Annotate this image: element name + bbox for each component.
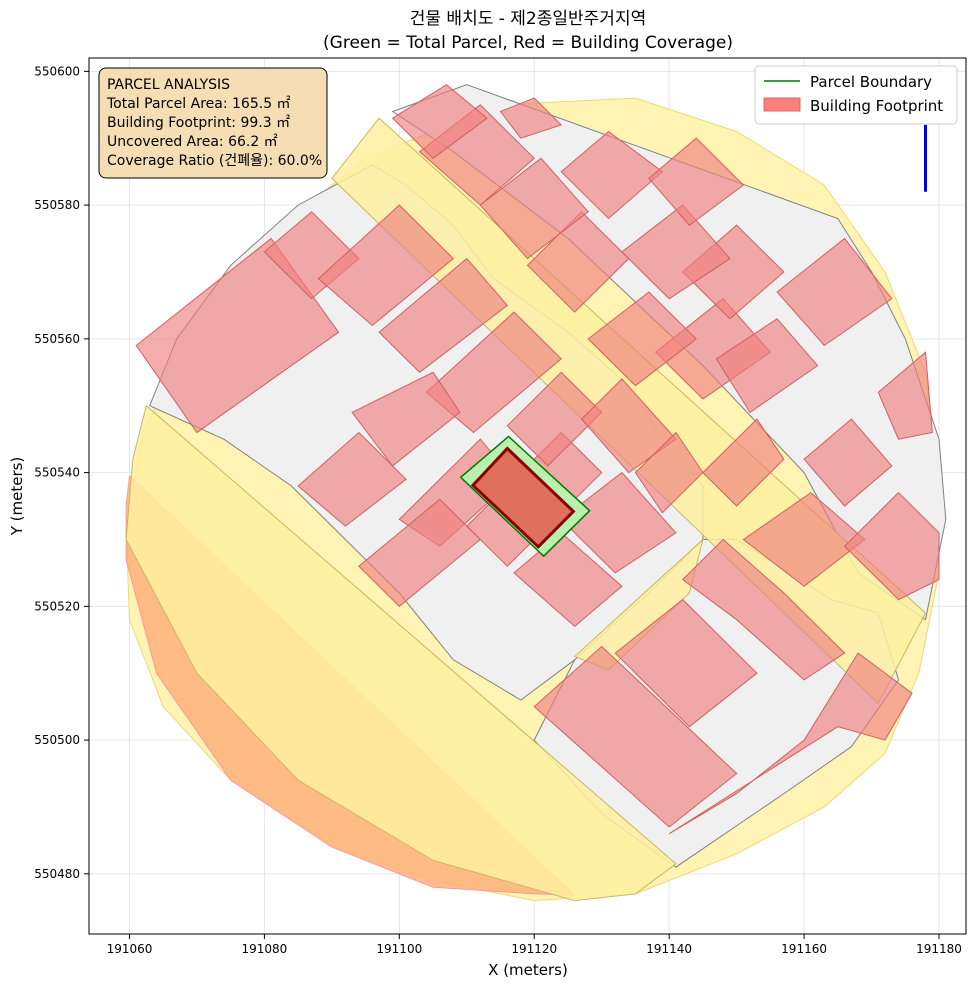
annotation-line-3: Building Footprint: 99.3 ㎡ [107, 115, 290, 131]
x-ticks: 191060 191080 191100 191120 191140 191160 1911… [107, 934, 962, 956]
neighbor-building [351, 371, 461, 467]
neighbor-building [479, 157, 589, 260]
neighbor-building [533, 645, 738, 828]
legend-parcel-label: Parcel Boundary [810, 73, 932, 91]
x-tick-label: 191120 [511, 942, 557, 956]
neighbor-building [668, 652, 913, 835]
neighbor-building [614, 598, 758, 728]
y-tick-label: 550560 [34, 332, 80, 346]
neighbor-building [425, 311, 562, 434]
neighbor-building [499, 97, 563, 139]
neighbor-building [776, 237, 893, 347]
y-ticks: 550480 550500 550520 550540 550560 550580 5506… [34, 64, 89, 881]
legend-frame [754, 65, 958, 125]
annotation-line-5: Coverage Ratio (건폐율): 60.0% [107, 153, 322, 169]
road-strip [125, 404, 677, 902]
x-tick-label: 191180 [916, 942, 962, 956]
chart-title-line2: (Green = Total Parcel, Red = Building Co… [323, 33, 733, 53]
building-footprint [470, 446, 576, 549]
neighbor-building [877, 351, 933, 440]
neighbor-building [391, 84, 488, 159]
neighbor-building [621, 204, 731, 300]
neighbor-building [803, 418, 893, 507]
neighbor-building [378, 257, 509, 373]
y-tick-label: 550580 [34, 198, 80, 212]
y-tick-label: 550480 [34, 867, 80, 881]
neighbor-building [648, 137, 745, 226]
neighbor-building [560, 471, 677, 574]
legend-footprint-swatch [763, 97, 801, 112]
legend-footprint-label: Building Footprint [810, 97, 943, 115]
x-tick-label: 191140 [646, 942, 692, 956]
neighbor-building [715, 318, 819, 414]
neighbor-building [843, 491, 940, 601]
x-tick-label: 191080 [241, 942, 287, 956]
neighbor-building [317, 204, 455, 327]
y-tick-label: 550540 [34, 466, 80, 480]
neighbor-building [702, 418, 785, 507]
neighbor-building [587, 291, 697, 387]
x-tick-label: 191060 [107, 942, 153, 956]
y-tick-label: 550500 [34, 733, 80, 747]
annotation-line-2: Total Parcel Area: 165.5 ㎡ [106, 96, 291, 112]
map-context [125, 84, 947, 902]
neighbor-building [681, 538, 846, 681]
annotation-line-4: Uncovered Area: 66.2 ㎡ [107, 134, 278, 150]
chart-title-line1: 건물 배치도 - 제2종일반주거지역 [410, 9, 646, 29]
neighbor-building [135, 237, 340, 434]
parcel-analysis-box: PARCEL ANALYSIS Total Parcel Area: 165.5… [98, 67, 328, 179]
annotation-background [98, 67, 328, 179]
neighbor-building [681, 224, 785, 320]
x-tick-label: 191100 [376, 942, 422, 956]
y-tick-label: 550600 [34, 64, 80, 78]
plot-frame [88, 57, 967, 935]
legend: Parcel Boundary Building Footprint [754, 65, 958, 125]
y-axis-label: Y (meters) [8, 457, 26, 537]
annotation-line-1: PARCEL ANALYSIS [107, 77, 230, 93]
x-tick-label: 191160 [781, 942, 827, 956]
neighbor-building [297, 431, 407, 527]
y-tick-label: 550520 [34, 599, 80, 613]
series-layer [459, 435, 591, 558]
x-axis-label: X (meters) [488, 961, 568, 979]
